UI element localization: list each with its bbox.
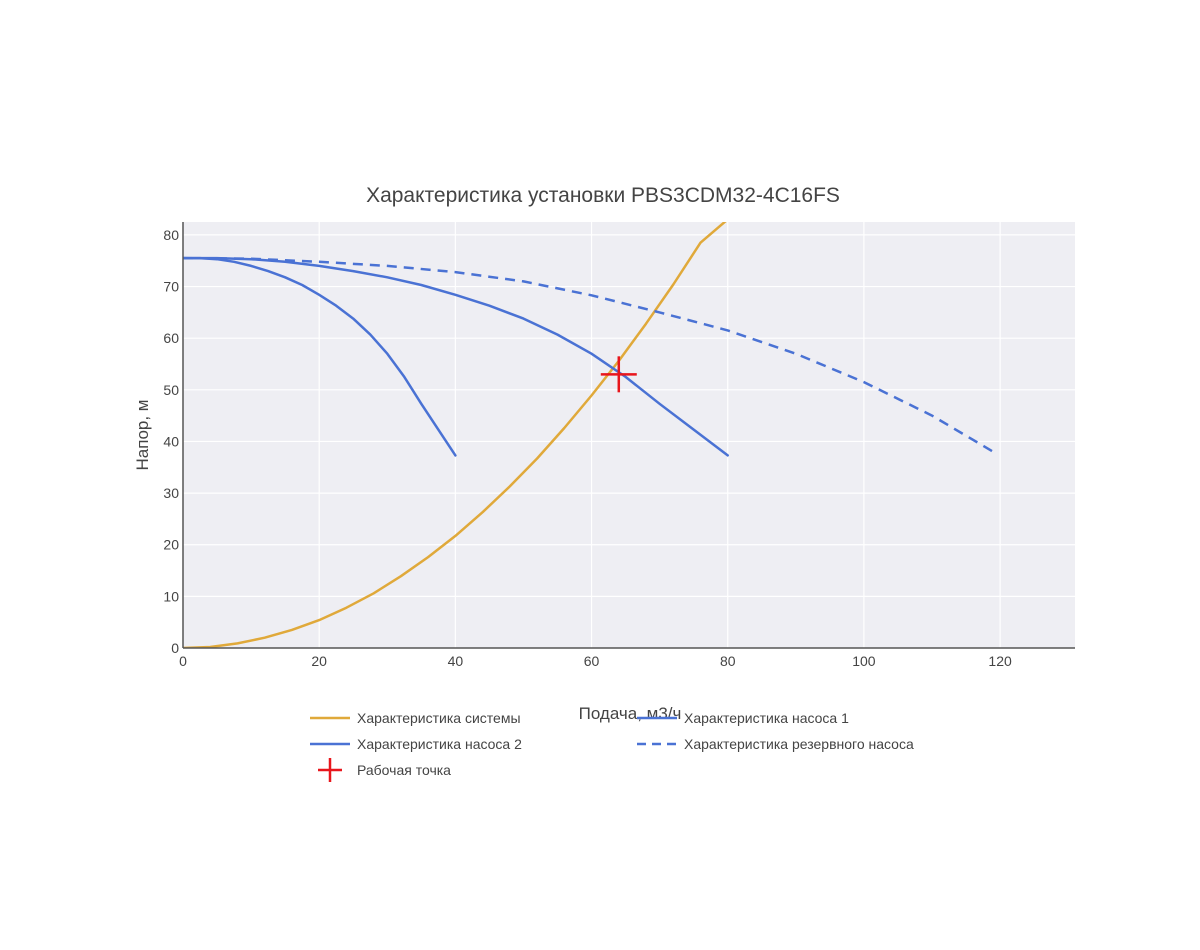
legend-item: Характеристика насоса 2 [310, 736, 522, 752]
legend-item: Характеристика системы [310, 710, 521, 726]
y-axis-title: Напор, м [133, 400, 152, 471]
y-tick-label: 70 [163, 279, 179, 295]
series-layer [183, 222, 994, 648]
y-tick-label: 0 [171, 640, 179, 656]
y-tick-label: 80 [163, 227, 179, 243]
x-tick-label: 80 [720, 653, 736, 669]
x-tick-label: 100 [852, 653, 876, 669]
series-line-4 [183, 256, 994, 453]
x-tick-label: 120 [988, 653, 1012, 669]
legend-item: Характеристика резервного насоса [637, 736, 914, 752]
legend-item: Рабочая точка [318, 758, 451, 782]
y-tick-label: 40 [163, 433, 179, 449]
x-tick-label: 0 [179, 653, 187, 669]
legend-item: Характеристика насоса 1 [637, 710, 849, 726]
chart-title: Характеристика установки PBS3CDM32-4C16F… [366, 184, 840, 207]
legend-label: Рабочая точка [357, 762, 451, 778]
operating-point-marker [600, 356, 637, 393]
plot-background [183, 222, 1075, 648]
grid-lines [183, 222, 1075, 648]
x-tick-label: 40 [448, 653, 464, 669]
legend: Характеристика системы Характеристика нас… [310, 710, 914, 782]
y-tick-label: 60 [163, 330, 179, 346]
series-line-3 [183, 256, 457, 457]
legend-label: Характеристика системы [357, 710, 521, 726]
y-tick-label: 10 [163, 588, 179, 604]
x-axis-title: Подача, м3/ч [579, 704, 682, 723]
legend-label: Характеристика насоса 1 [684, 710, 849, 726]
x-tick-label: 60 [584, 653, 600, 669]
markers [600, 356, 637, 393]
y-tick-label: 50 [163, 382, 179, 398]
y-tick-label: 30 [163, 485, 179, 501]
y-tick-label: 20 [163, 537, 179, 553]
tick-labels: 0 20 40 60 80 100 120 0 10 20 30 40 50 60 70 80 [163, 227, 1012, 669]
legend-label: Характеристика насоса 2 [357, 736, 522, 752]
legend-label: Характеристика резервного насоса [684, 736, 914, 752]
axes [182, 222, 1075, 649]
x-tick-label: 20 [311, 653, 327, 669]
series-line-1 [183, 222, 727, 648]
